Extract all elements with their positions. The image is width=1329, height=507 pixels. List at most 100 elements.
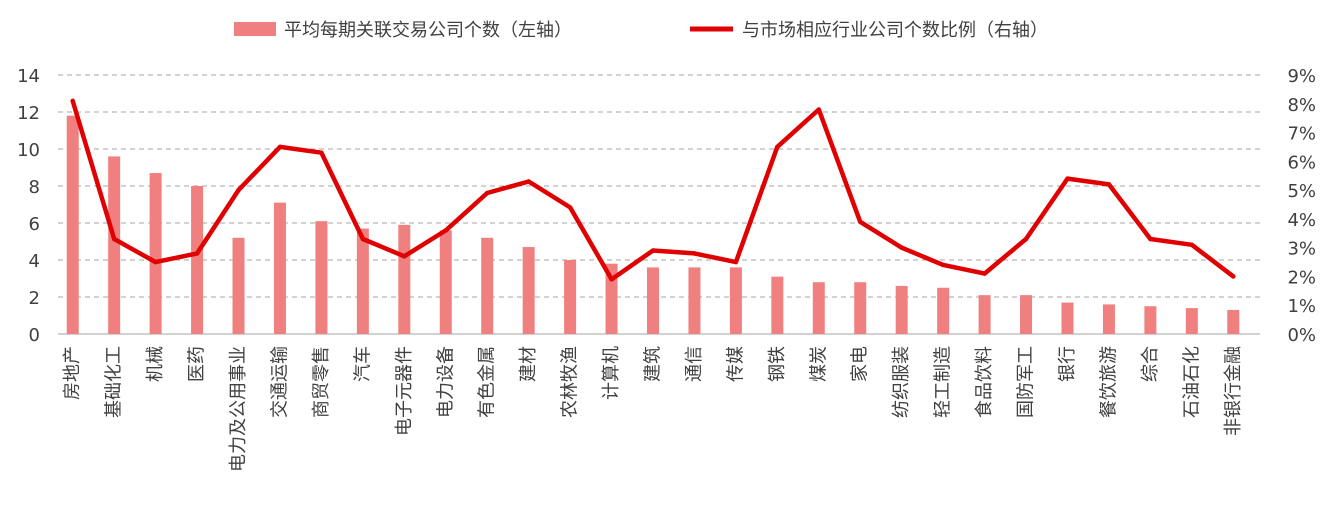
right-axis-ticks: 0% 1% 2% 3% 4% 5% 6% 7% 8% 9% — [1287, 66, 1316, 346]
bar — [854, 282, 867, 334]
legend-line-label: 与市场相应行业公司个数比例（右轴） — [742, 20, 1048, 41]
line-point — [899, 245, 904, 250]
category-label: 钢铁 — [767, 346, 788, 382]
bar — [1227, 309, 1240, 334]
bar — [937, 287, 950, 334]
right-tick-label: 3% — [1287, 239, 1316, 260]
line-point — [443, 228, 448, 233]
category-label: 农林牧渔 — [560, 346, 581, 418]
category-label: 电力及公用事业 — [228, 346, 249, 472]
right-tick-label: 0% — [1287, 325, 1316, 346]
category-label: 石油石化 — [1181, 346, 1202, 418]
line-point — [402, 254, 407, 259]
category-label: 家电 — [850, 346, 871, 382]
bar — [729, 267, 742, 334]
line-point — [1189, 242, 1195, 247]
category-label: 煤炭 — [808, 346, 829, 382]
category-label: 非银行金融 — [1223, 346, 1244, 436]
right-tick-label: 9% — [1287, 66, 1316, 87]
category-label: 建筑 — [643, 346, 664, 382]
right-tick-label: 4% — [1287, 210, 1316, 231]
right-tick-label: 7% — [1287, 124, 1316, 145]
left-tick-label: 12 — [17, 103, 40, 124]
line-point — [194, 251, 200, 256]
bar — [191, 186, 204, 334]
bars — [66, 115, 1240, 334]
line-point — [1106, 182, 1112, 187]
right-tick-label: 1% — [1287, 296, 1316, 317]
category-label: 房地产 — [62, 346, 83, 400]
bar — [1185, 308, 1198, 334]
category-label: 综合 — [1140, 346, 1161, 382]
bar — [1061, 302, 1074, 334]
bar — [149, 173, 162, 334]
category-label: 银行 — [1057, 346, 1078, 382]
right-tick-label: 6% — [1287, 152, 1316, 173]
line-point — [111, 236, 117, 242]
line-point — [982, 271, 987, 276]
line-point — [650, 248, 656, 253]
line-point — [1148, 236, 1153, 242]
category-label: 商贸零售 — [311, 346, 332, 418]
category-label: 交通运输 — [269, 346, 290, 418]
line-point — [609, 277, 614, 282]
category-label: 基础化工 — [104, 346, 125, 418]
bar — [771, 276, 784, 334]
bar — [232, 237, 245, 334]
category-label: 汽车 — [352, 346, 373, 382]
left-tick-label: 14 — [17, 66, 40, 87]
line-point — [1023, 236, 1029, 242]
category-label: 计算机 — [601, 346, 622, 400]
bar — [647, 267, 659, 334]
bar — [439, 230, 452, 334]
bar — [273, 202, 286, 334]
line-point — [733, 259, 739, 265]
bar — [978, 295, 991, 334]
grid — [58, 74, 1260, 335]
bar — [1144, 306, 1157, 334]
bar — [688, 267, 701, 334]
category-label: 电子元器件 — [394, 346, 415, 436]
left-tick-label: 2 — [29, 288, 40, 309]
line-point — [858, 219, 863, 224]
left-tick-label: 0 — [29, 325, 40, 346]
line-point — [1231, 274, 1236, 279]
bar — [564, 260, 577, 334]
line-point — [940, 262, 946, 268]
bar — [522, 247, 535, 334]
category-label: 食品饮料 — [974, 346, 995, 418]
category-label: 建材 — [518, 346, 539, 382]
bar — [398, 224, 411, 334]
left-tick-label: 6 — [29, 214, 40, 235]
left-tick-label: 4 — [29, 251, 40, 272]
right-tick-label: 2% — [1287, 267, 1316, 288]
right-tick-label: 5% — [1287, 181, 1316, 202]
category-label: 医药 — [187, 346, 208, 382]
legend-bar-swatch — [234, 22, 276, 36]
category-label: 机械 — [145, 346, 166, 382]
category-label: 国防军工 — [1016, 346, 1037, 418]
left-tick-label: 10 — [17, 140, 40, 161]
line-point — [153, 259, 158, 265]
category-labels: 房地产 基础化工 机械 医药 电力及公用事业 交通运输 商贸零售 汽车 电子元器件 电力设备 有色金… — [62, 346, 1244, 472]
category-label: 轻工制造 — [933, 346, 954, 418]
line-point — [692, 251, 697, 256]
bar — [481, 237, 494, 334]
bar — [1102, 304, 1115, 334]
line-point — [319, 150, 324, 155]
left-axis-ticks: 0 2 4 6 8 10 12 14 — [17, 66, 40, 346]
bar — [356, 228, 369, 334]
right-tick-label: 8% — [1287, 95, 1316, 116]
line-point — [485, 190, 490, 196]
line-point — [816, 107, 821, 112]
left-tick-label: 8 — [29, 177, 40, 198]
line-point — [775, 144, 780, 150]
line-point — [567, 205, 573, 210]
bar — [108, 156, 121, 334]
bar — [812, 282, 825, 334]
category-label: 通信 — [684, 346, 705, 382]
category-label: 传媒 — [725, 346, 746, 382]
bar — [1020, 295, 1033, 334]
line-point — [360, 236, 366, 242]
